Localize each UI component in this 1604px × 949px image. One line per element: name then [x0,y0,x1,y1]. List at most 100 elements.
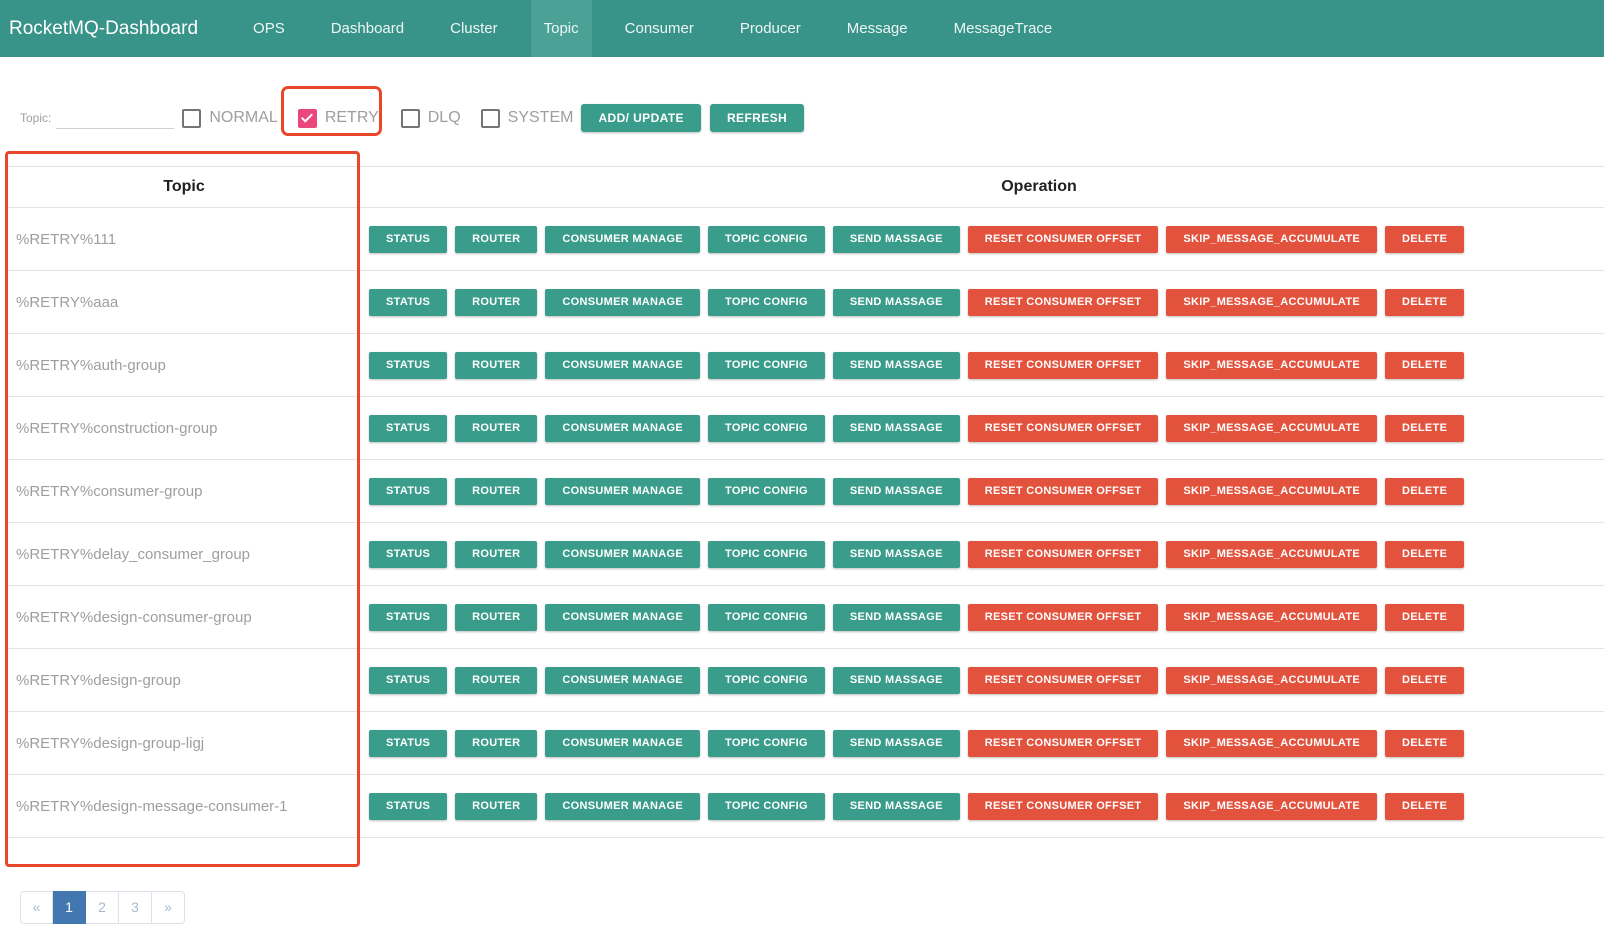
action-send-massage-button[interactable]: SEND MASSAGE [832,729,960,757]
action-reset-consumer-offset-button[interactable]: RESET CONSUMER OFFSET [967,414,1159,442]
nav-item-consumer[interactable]: Consumer [624,20,694,37]
action-topic-config-button[interactable]: TOPIC CONFIG [708,477,825,505]
action-topic-config-button[interactable]: TOPIC CONFIG [708,225,825,253]
action-status-button[interactable]: STATUS [369,540,448,568]
action-consumer-manage-button[interactable]: CONSUMER MANAGE [545,225,701,253]
checkbox-icon[interactable] [400,108,420,128]
action-consumer-manage-button[interactable]: CONSUMER MANAGE [545,792,701,820]
action-router-button[interactable]: ROUTER [455,540,538,568]
pagination-page-3[interactable]: 3 [119,891,152,924]
action-reset-consumer-offset-button[interactable]: RESET CONSUMER OFFSET [967,540,1159,568]
topic-filter-input[interactable] [56,107,175,129]
action-status-button[interactable]: STATUS [369,603,448,631]
refresh-button[interactable]: REFRESH [709,104,805,132]
action-consumer-manage-button[interactable]: CONSUMER MANAGE [545,729,701,757]
nav-item-ops[interactable]: OPS [253,20,285,37]
action-skip-message-accumulate-button[interactable]: SKIP_MESSAGE_ACCUMULATE [1166,792,1378,820]
nav-item-message[interactable]: Message [846,20,908,37]
action-delete-button[interactable]: DELETE [1385,288,1465,316]
checkbox-retry[interactable]: RETRY [297,108,379,128]
action-delete-button[interactable]: DELETE [1385,603,1465,631]
action-status-button[interactable]: STATUS [369,225,448,253]
pagination-prev[interactable]: « [20,891,53,924]
action-router-button[interactable]: ROUTER [455,351,538,379]
action-send-massage-button[interactable]: SEND MASSAGE [832,288,960,316]
action-status-button[interactable]: STATUS [369,414,448,442]
action-skip-message-accumulate-button[interactable]: SKIP_MESSAGE_ACCUMULATE [1166,225,1378,253]
action-consumer-manage-button[interactable]: CONSUMER MANAGE [545,414,701,442]
action-delete-button[interactable]: DELETE [1385,666,1465,694]
action-consumer-manage-button[interactable]: CONSUMER MANAGE [545,540,701,568]
action-send-massage-button[interactable]: SEND MASSAGE [832,666,960,694]
add-update-button[interactable]: ADD/ UPDATE [581,104,701,132]
action-send-massage-button[interactable]: SEND MASSAGE [832,477,960,505]
action-status-button[interactable]: STATUS [369,351,448,379]
pagination-next[interactable]: » [152,891,185,924]
action-router-button[interactable]: ROUTER [455,729,538,757]
action-topic-config-button[interactable]: TOPIC CONFIG [708,603,825,631]
action-consumer-manage-button[interactable]: CONSUMER MANAGE [545,477,701,505]
action-status-button[interactable]: STATUS [369,477,448,505]
action-consumer-manage-button[interactable]: CONSUMER MANAGE [545,288,701,316]
action-consumer-manage-button[interactable]: CONSUMER MANAGE [545,603,701,631]
action-delete-button[interactable]: DELETE [1385,414,1465,442]
checkbox-icon[interactable] [480,108,500,128]
action-skip-message-accumulate-button[interactable]: SKIP_MESSAGE_ACCUMULATE [1166,666,1378,694]
action-delete-button[interactable]: DELETE [1385,351,1465,379]
action-reset-consumer-offset-button[interactable]: RESET CONSUMER OFFSET [967,666,1159,694]
action-send-massage-button[interactable]: SEND MASSAGE [832,225,960,253]
checkbox-normal[interactable]: NORMAL [182,108,278,128]
checkbox-system[interactable]: SYSTEM [480,108,573,128]
action-topic-config-button[interactable]: TOPIC CONFIG [708,792,825,820]
nav-item-dashboard[interactable]: Dashboard [330,20,405,37]
action-reset-consumer-offset-button[interactable]: RESET CONSUMER OFFSET [967,729,1159,757]
action-router-button[interactable]: ROUTER [455,603,538,631]
nav-item-topic[interactable]: Topic [530,0,592,57]
action-router-button[interactable]: ROUTER [455,792,538,820]
action-reset-consumer-offset-button[interactable]: RESET CONSUMER OFFSET [967,792,1159,820]
action-router-button[interactable]: ROUTER [455,477,538,505]
action-send-massage-button[interactable]: SEND MASSAGE [832,414,960,442]
nav-item-producer[interactable]: Producer [739,20,801,37]
pagination-page-1[interactable]: 1 [53,891,86,924]
action-send-massage-button[interactable]: SEND MASSAGE [832,792,960,820]
action-topic-config-button[interactable]: TOPIC CONFIG [708,351,825,379]
action-reset-consumer-offset-button[interactable]: RESET CONSUMER OFFSET [967,225,1159,253]
action-send-massage-button[interactable]: SEND MASSAGE [832,351,960,379]
checkbox-dlq[interactable]: DLQ [400,108,461,128]
action-router-button[interactable]: ROUTER [455,666,538,694]
action-status-button[interactable]: STATUS [369,792,448,820]
action-router-button[interactable]: ROUTER [455,288,538,316]
action-send-massage-button[interactable]: SEND MASSAGE [832,540,960,568]
action-delete-button[interactable]: DELETE [1385,540,1465,568]
nav-item-messagetrace[interactable]: MessageTrace [953,20,1053,37]
action-topic-config-button[interactable]: TOPIC CONFIG [708,729,825,757]
action-skip-message-accumulate-button[interactable]: SKIP_MESSAGE_ACCUMULATE [1166,351,1378,379]
action-send-massage-button[interactable]: SEND MASSAGE [832,603,960,631]
action-router-button[interactable]: ROUTER [455,414,538,442]
action-skip-message-accumulate-button[interactable]: SKIP_MESSAGE_ACCUMULATE [1166,540,1378,568]
action-skip-message-accumulate-button[interactable]: SKIP_MESSAGE_ACCUMULATE [1166,477,1378,505]
action-reset-consumer-offset-button[interactable]: RESET CONSUMER OFFSET [967,351,1159,379]
action-skip-message-accumulate-button[interactable]: SKIP_MESSAGE_ACCUMULATE [1166,603,1378,631]
action-reset-consumer-offset-button[interactable]: RESET CONSUMER OFFSET [967,288,1159,316]
checkbox-icon[interactable] [182,108,202,128]
action-status-button[interactable]: STATUS [369,666,448,694]
action-reset-consumer-offset-button[interactable]: RESET CONSUMER OFFSET [967,603,1159,631]
action-delete-button[interactable]: DELETE [1385,792,1465,820]
checkbox-icon[interactable] [297,108,317,128]
action-reset-consumer-offset-button[interactable]: RESET CONSUMER OFFSET [967,477,1159,505]
nav-item-cluster[interactable]: Cluster [450,20,498,37]
pagination-page-2[interactable]: 2 [86,891,119,924]
action-topic-config-button[interactable]: TOPIC CONFIG [708,540,825,568]
action-topic-config-button[interactable]: TOPIC CONFIG [708,666,825,694]
action-delete-button[interactable]: DELETE [1385,477,1465,505]
action-skip-message-accumulate-button[interactable]: SKIP_MESSAGE_ACCUMULATE [1166,414,1378,442]
app-brand[interactable]: RocketMQ-Dashboard [9,18,199,39]
action-topic-config-button[interactable]: TOPIC CONFIG [708,414,825,442]
action-delete-button[interactable]: DELETE [1385,225,1465,253]
action-topic-config-button[interactable]: TOPIC CONFIG [708,288,825,316]
action-status-button[interactable]: STATUS [369,288,448,316]
action-status-button[interactable]: STATUS [369,729,448,757]
action-router-button[interactable]: ROUTER [455,225,538,253]
